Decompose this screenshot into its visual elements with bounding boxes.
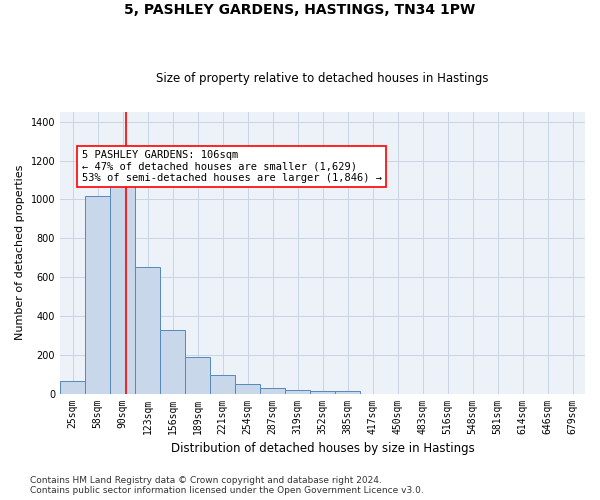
Title: Size of property relative to detached houses in Hastings: Size of property relative to detached ho…: [156, 72, 489, 85]
X-axis label: Distribution of detached houses by size in Hastings: Distribution of detached houses by size …: [170, 442, 475, 455]
Bar: [285, 390, 310, 394]
Bar: [260, 388, 285, 394]
Bar: [235, 384, 260, 394]
Bar: [210, 375, 235, 394]
Bar: [310, 390, 335, 394]
Bar: [185, 356, 210, 394]
Bar: [110, 180, 135, 394]
Bar: [335, 391, 360, 394]
Bar: [160, 330, 185, 394]
Y-axis label: Number of detached properties: Number of detached properties: [15, 165, 25, 340]
Bar: [60, 381, 85, 394]
Text: 5, PASHLEY GARDENS, HASTINGS, TN34 1PW: 5, PASHLEY GARDENS, HASTINGS, TN34 1PW: [124, 2, 476, 16]
Bar: [85, 196, 110, 394]
Text: 5 PASHLEY GARDENS: 106sqm
← 47% of detached houses are smaller (1,629)
53% of se: 5 PASHLEY GARDENS: 106sqm ← 47% of detac…: [82, 150, 382, 183]
Bar: [135, 268, 160, 394]
Text: Contains HM Land Registry data © Crown copyright and database right 2024.
Contai: Contains HM Land Registry data © Crown c…: [30, 476, 424, 495]
